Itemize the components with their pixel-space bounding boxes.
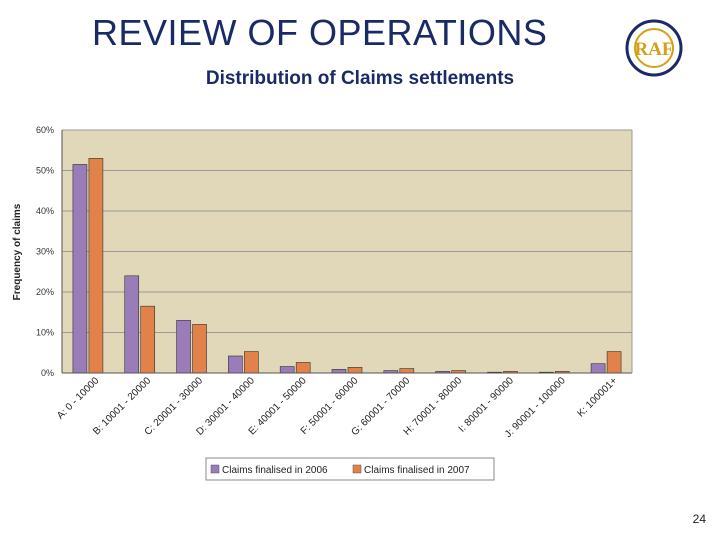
bar-2006 [279, 366, 295, 374]
bar-2007 [244, 351, 259, 374]
y-tick-label: 60% [36, 125, 54, 135]
bar-2007 [192, 324, 207, 374]
legend-label-2006: Claims finalised in 2006 [222, 465, 328, 476]
logo-text: RAF [634, 39, 673, 60]
x-tick-label: A: 0 - 10000 [55, 375, 102, 422]
legend: Claims finalised in 2006 Claims finalise… [205, 457, 495, 481]
bar-2007 [606, 351, 622, 374]
legend-swatch-2007 [352, 464, 362, 474]
logo-inner [634, 28, 674, 68]
bars [72, 158, 622, 374]
y-tick-label: 0% [41, 368, 54, 378]
raf-logo: RAF [625, 19, 683, 77]
x-tick-label: I: 80001 - 90000 [457, 375, 517, 435]
y-tick-labels: 0% 10% 20% 30% 40% 50% 60% [36, 125, 54, 378]
page-number: 24 [692, 512, 706, 526]
y-tick-label: 50% [36, 166, 54, 176]
x-tick-label: H: 70001 - 80000 [402, 375, 465, 438]
bar-2006 [124, 275, 140, 374]
grid-lines [62, 129, 632, 333]
x-tick-label: K: 100001+ [575, 375, 619, 419]
bar-2007 [399, 368, 415, 374]
y-tick-label: 30% [36, 247, 54, 257]
y-axis-label: Frequency of claims [12, 203, 23, 300]
bar-2007 [88, 158, 104, 374]
legend-label-2007: Claims finalised in 2007 [364, 465, 470, 476]
y-tick-label: 40% [36, 206, 54, 216]
bar-2007 [295, 362, 311, 374]
legend-swatch-2006 [210, 464, 220, 474]
y-tick-label: 10% [36, 328, 54, 338]
bar-2006 [331, 369, 347, 374]
bar-2006 [228, 355, 243, 374]
bar-2006 [590, 363, 606, 374]
y-tick-label: 20% [36, 287, 54, 297]
bar-2007 [140, 305, 156, 374]
slide-title: REVIEW OF OPERATIONS [92, 12, 548, 53]
bar-2007 [347, 367, 363, 374]
legend-box [205, 457, 495, 481]
chart-subtitle: Distribution of Claims settlements [205, 68, 515, 89]
bar-2006 [176, 320, 191, 374]
bar-2006 [72, 164, 88, 374]
logo-ring [625, 19, 683, 77]
